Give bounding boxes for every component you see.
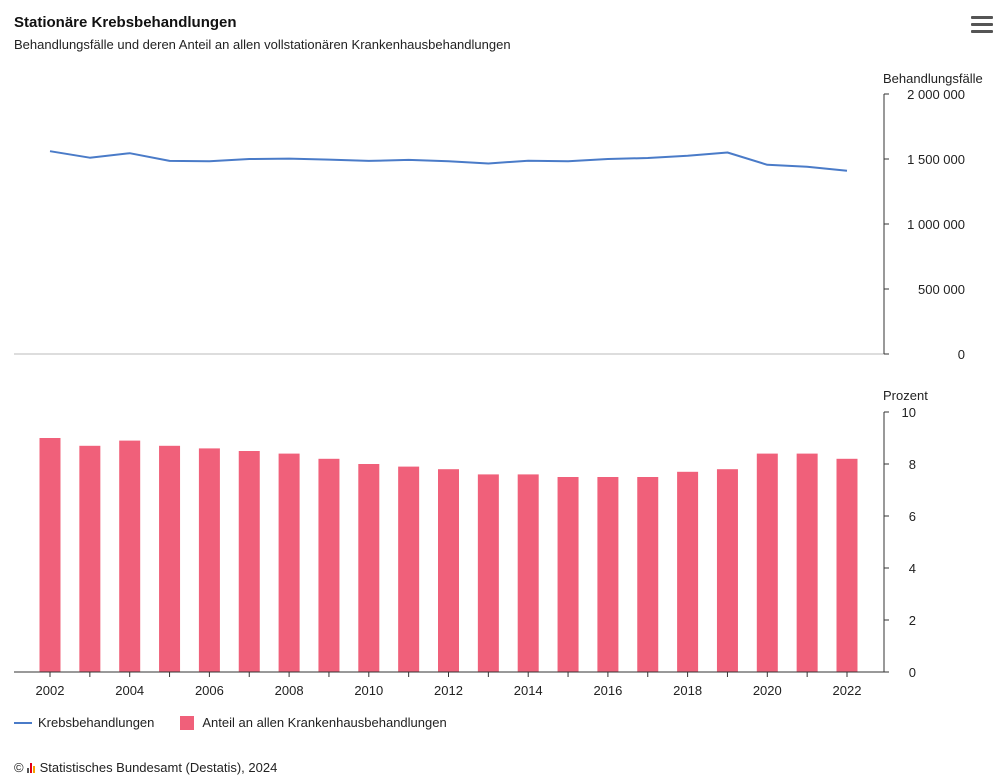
bar-anteil (398, 466, 420, 672)
line-panel-y-tick-label: 500 000 (918, 282, 965, 297)
series-line-krebsbehandlungen (49, 150, 848, 172)
x-axis-tick-label: 2004 (115, 683, 144, 698)
chart-title: Stationäre Krebsbehandlungen (14, 14, 237, 31)
bar-anteil (358, 464, 380, 672)
line-panel-y-axis-label: Behandlungsfälle (883, 71, 983, 86)
copyright-symbol: © (14, 760, 24, 775)
bar-anteil (198, 448, 220, 672)
bar-anteil (39, 438, 61, 672)
x-axis-tick-label: 2022 (833, 683, 862, 698)
credit-text: Statistisches Bundesamt (Destatis), 2024 (39, 760, 278, 775)
line-panel-y-tick-label: 2 000 000 (907, 87, 965, 102)
bar-anteil (159, 445, 181, 672)
bar-anteil (796, 453, 818, 672)
bar-anteil (79, 445, 101, 672)
x-axis-tick-label: 2018 (673, 683, 702, 698)
legend-label: Krebsbehandlungen (38, 715, 155, 730)
chart-area: Behandlungsfälle 0 500 000 1 000 000 1 500 0… (14, 71, 983, 698)
bar-anteil (318, 458, 340, 672)
x-axis-tick-label: 2006 (195, 683, 224, 698)
x-axis-tick-label: 2014 (514, 683, 543, 698)
x-axis-tick-label: 2016 (593, 683, 622, 698)
x-axis-tick-label: 2020 (753, 683, 782, 698)
legend-label: Anteil an allen Krankenhausbehandlungen (202, 715, 447, 730)
bar-anteil (238, 451, 260, 672)
x-axis-tick-label: 2010 (354, 683, 383, 698)
destatis-logo-icon (26, 762, 36, 773)
bar-anteil (557, 477, 579, 672)
bar-anteil (756, 453, 778, 672)
line-panel-y-tick-label: 0 (958, 347, 965, 362)
line-panel-y-tick-label: 1 500 000 (907, 152, 965, 167)
credit: © Statistisches Bundesamt (Destatis), 20… (14, 760, 277, 775)
x-axis-tick-label: 2012 (434, 683, 463, 698)
menu-icon[interactable] (971, 16, 993, 34)
bar-anteil (477, 474, 499, 672)
bar-anteil (119, 440, 141, 672)
bar-anteil (716, 469, 738, 672)
legend-bar-marker (180, 715, 195, 730)
bar-panel-y-tick-label: 8 (909, 457, 916, 472)
bar-anteil (836, 458, 858, 672)
menu-bar-middle (971, 23, 993, 26)
bar-anteil (278, 453, 300, 672)
legend: Krebsbehandlungen Anteil an allen Kranke… (14, 715, 473, 730)
bar-panel-y-tick-label: 0 (909, 665, 916, 680)
bar-panel-y-tick-label: 10 (902, 405, 916, 420)
x-axis-tick-label: 2002 (36, 683, 65, 698)
menu-bar-bottom (971, 30, 993, 33)
legend-item-krebsbehandlungen[interactable]: Krebsbehandlungen (14, 715, 154, 730)
bar-panel-y-tick-label: 4 (909, 561, 916, 576)
line-panel-y-tick-label: 1 000 000 (907, 217, 965, 232)
bar-anteil (517, 474, 539, 672)
bar-panel-y-axis-label: Prozent (883, 388, 928, 403)
bar-anteil (637, 477, 659, 672)
legend-item-anteil[interactable]: Anteil an allen Krankenhausbehandlungen (180, 715, 447, 730)
legend-line-marker (14, 721, 32, 724)
bar-panel-y-tick-label: 6 (909, 509, 916, 524)
x-axis-tick-label: 2008 (275, 683, 304, 698)
chart-subtitle: Behandlungsfälle und deren Anteil an all… (14, 37, 511, 52)
bar-anteil (677, 471, 699, 672)
bar-anteil (438, 469, 459, 672)
bar-anteil (597, 477, 619, 672)
menu-bar-top (971, 16, 993, 19)
bar-panel-y-tick-label: 2 (909, 613, 916, 628)
